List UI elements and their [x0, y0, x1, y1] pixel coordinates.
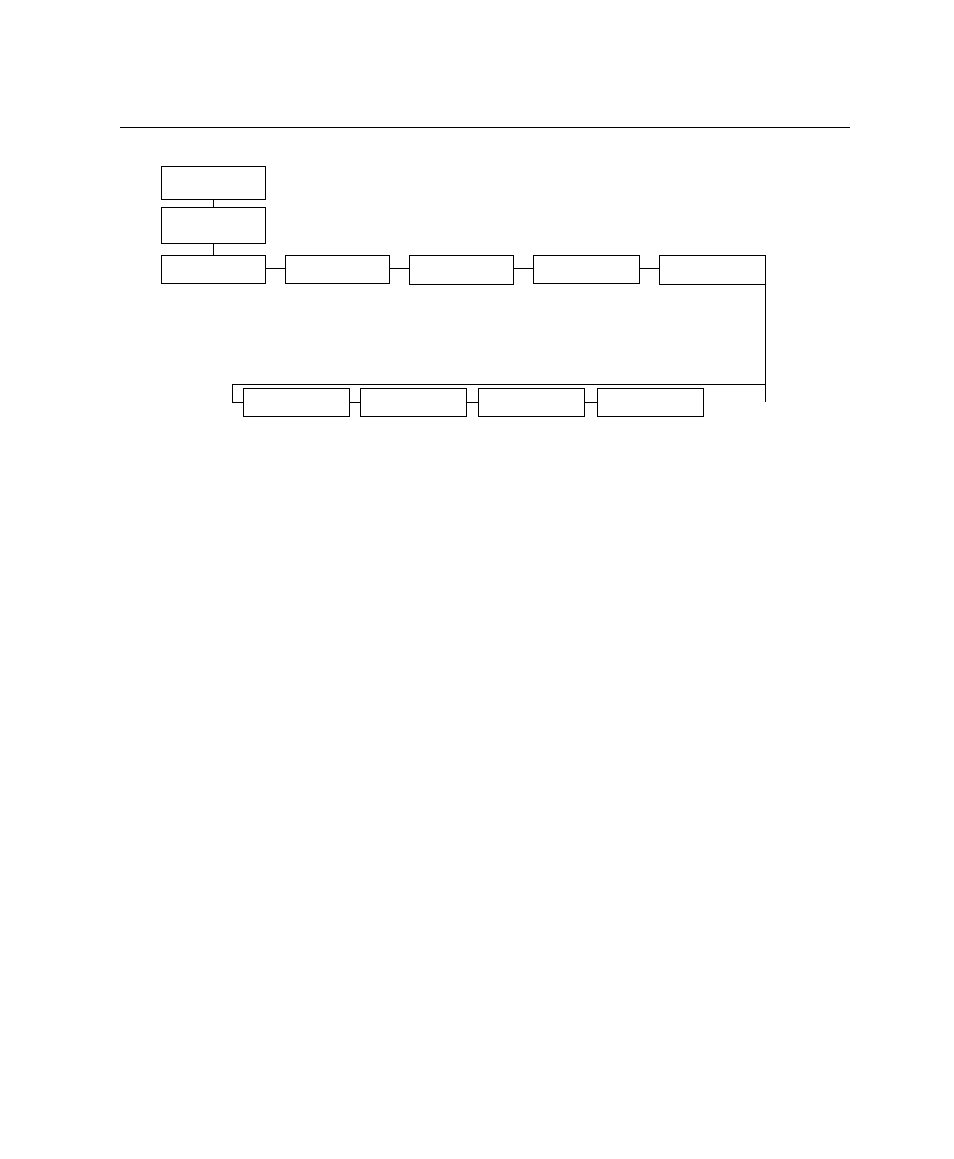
- flowchart-node: [161, 207, 266, 244]
- flowchart-node: [161, 255, 266, 284]
- flowchart-edge: [350, 402, 360, 403]
- horizontal-rule: [120, 127, 850, 128]
- flowchart-node: [285, 255, 390, 284]
- flowchart-edge: [232, 384, 765, 385]
- flowchart-edge: [266, 268, 285, 269]
- flowchart-edge: [232, 402, 243, 403]
- flowchart-node: [659, 255, 766, 285]
- flowchart-edge: [213, 244, 214, 255]
- flowchart-node: [243, 388, 350, 417]
- flowchart-node: [478, 388, 585, 417]
- flowchart-edge: [467, 402, 478, 403]
- flowchart-node: [597, 388, 704, 417]
- flowchart-node: [409, 255, 514, 285]
- flowchart-edge: [765, 285, 766, 402]
- flowchart-node: [360, 388, 467, 417]
- flowchart-edge: [213, 200, 214, 207]
- flowchart-node: [161, 166, 266, 200]
- flowchart-node: [533, 255, 640, 284]
- flowchart-edge: [640, 268, 659, 269]
- flowchart-edge: [585, 402, 597, 403]
- flowchart-edge: [514, 268, 533, 269]
- flowchart-edge: [390, 268, 409, 269]
- flowchart-edge: [232, 384, 233, 403]
